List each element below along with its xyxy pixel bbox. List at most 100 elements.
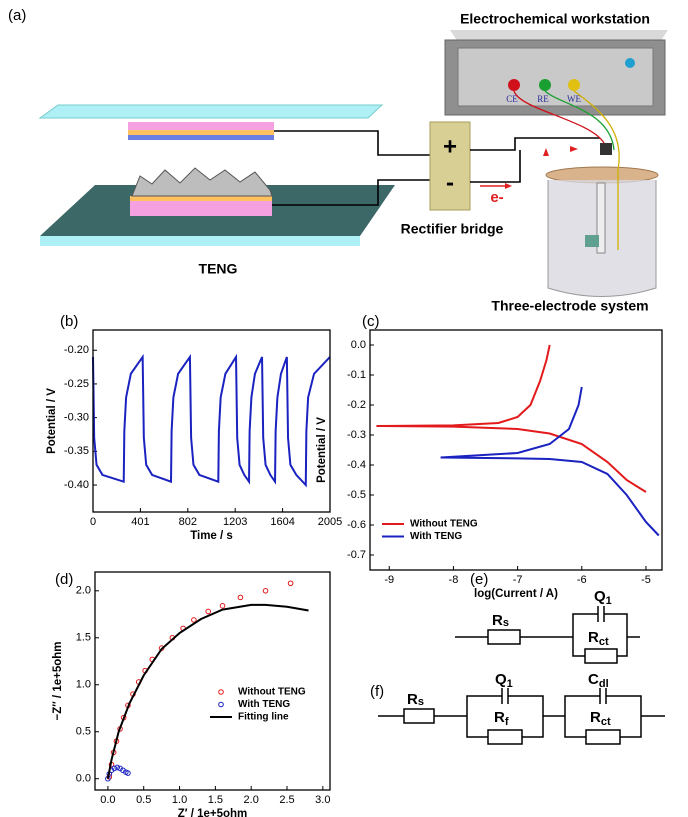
resistor — [585, 729, 621, 745]
re-knob — [539, 79, 551, 91]
cell-label: Three-electrode system — [491, 298, 648, 314]
y-tick-label: -0.25 — [64, 378, 89, 390]
series-line — [106, 603, 309, 779]
chart: (b) 0 401 802 1203 1604 2005 -0.20 -0.25 -0.30 -0.… — [46, 313, 342, 542]
teng-label: TENG — [199, 261, 238, 277]
resistor — [487, 629, 521, 645]
element-label: Q1 — [594, 588, 612, 607]
wire — [606, 695, 642, 716]
y-tick-label: 1.0 — [76, 679, 91, 691]
chart: (d) 0.0 0.5 1.0 1.5 2.0 2.5 3.0 0.0 0.5 1.0 1.5 2.0 Z… — [52, 571, 331, 817]
y-tick-label: -0.40 — [64, 479, 89, 491]
workstation-top — [450, 30, 668, 42]
circuit-e: (e) Rs Q1 Rct — [455, 571, 640, 664]
x-tick-label: 401 — [131, 516, 149, 528]
x-tick-label: 2005 — [318, 516, 342, 528]
wire — [508, 695, 544, 716]
electrode-cap — [600, 143, 612, 155]
minus-sign: - — [446, 169, 454, 196]
layer — [128, 135, 274, 140]
y-tick-label: 0.0 — [76, 773, 91, 785]
y-tick-label: -0.6 — [347, 519, 366, 531]
rectifier — [429, 121, 471, 211]
x-axis-title: log(Current / A) — [474, 588, 558, 600]
point — [114, 764, 121, 771]
electrode — [596, 182, 606, 254]
x-tick-label: 1.0 — [172, 794, 187, 806]
element-label: Rct — [590, 709, 611, 728]
element-label: Rs — [407, 691, 424, 708]
lead — [573, 90, 620, 250]
ce-knob — [508, 79, 520, 91]
wire — [572, 613, 598, 637]
panel-label: (d) — [55, 571, 73, 588]
plot-frame — [94, 571, 331, 791]
layer — [128, 122, 274, 130]
point — [205, 608, 212, 615]
power-light — [625, 58, 635, 68]
circuit-f: (f) Rs Q1 Rf Cdl Rct — [370, 671, 665, 745]
plot-frame — [92, 329, 331, 513]
series-line — [376, 344, 647, 493]
wire — [470, 150, 521, 183]
x-tick-label: 0.5 — [136, 794, 151, 806]
x-tick-label: -7 — [513, 574, 523, 586]
y-tick-label: -0.4 — [347, 459, 366, 471]
x-axis-title: Z′ / 1e+5ohm — [178, 808, 248, 817]
workstation-panel — [457, 47, 654, 107]
point — [237, 594, 244, 601]
panel-label: (a) — [8, 7, 26, 24]
y-tick-label: 0.0 — [351, 339, 366, 351]
layer — [128, 130, 274, 135]
element-label: Rf — [494, 709, 509, 728]
workstation-title: Electrochemical workstation — [460, 11, 650, 27]
point — [125, 770, 131, 776]
x-tick-label: -9 — [384, 574, 394, 586]
we-knob — [568, 79, 580, 91]
legend-label: Without TENG — [238, 687, 306, 698]
re-label: RE — [537, 94, 549, 104]
arrow-head — [543, 148, 549, 156]
element-label: Rs — [492, 612, 509, 629]
crumpled-film — [131, 167, 273, 197]
element-label: Q1 — [495, 671, 513, 690]
y-tick-label: 2.0 — [76, 585, 91, 597]
point — [262, 587, 269, 594]
point — [111, 765, 118, 772]
x-tick-label: 1604 — [270, 516, 294, 528]
x-tick-label: 0.0 — [100, 794, 115, 806]
x-tick-label: -5 — [641, 574, 651, 586]
chart: (c) -9 -8 -7 -6 -5 0.0 -0.1 -0.2 -0.3 -0.4 -0.5 -0.6… — [316, 313, 663, 600]
lead — [513, 90, 605, 144]
y-tick-label: -0.20 — [64, 344, 89, 356]
wire — [604, 613, 628, 637]
we-label: WE — [567, 94, 581, 104]
arrow-head — [570, 146, 578, 152]
y-tick-label: -0.5 — [347, 489, 366, 501]
ce-label: CE — [506, 94, 518, 104]
electrode-tip — [585, 235, 599, 247]
series-line — [440, 386, 660, 537]
rectifier-label: Rectifier bridge — [401, 221, 504, 237]
lead — [544, 90, 615, 151]
point — [191, 617, 197, 623]
wire — [274, 130, 430, 156]
y-tick-label: 0.5 — [76, 726, 91, 738]
legend-label: Fitting line — [238, 712, 289, 723]
element-label: Cdl — [588, 671, 609, 690]
wire — [466, 695, 502, 716]
panel-label: (e) — [470, 571, 488, 588]
top-plate — [38, 104, 384, 119]
bottom-plate-edge — [40, 236, 360, 246]
y-tick-label: -0.30 — [64, 412, 89, 424]
electron-label: e- — [490, 189, 503, 206]
y-tick-label: 1.5 — [76, 632, 91, 644]
y-tick-label: -0.1 — [347, 369, 366, 381]
y-tick-label: -0.2 — [347, 399, 366, 411]
x-tick-label: 0 — [90, 516, 96, 528]
y-axis-title: Potential / V — [46, 388, 58, 454]
arrow-head — [505, 183, 512, 189]
layer — [130, 196, 272, 201]
panel-label: (b) — [60, 313, 78, 330]
element-label: Rct — [588, 629, 609, 648]
